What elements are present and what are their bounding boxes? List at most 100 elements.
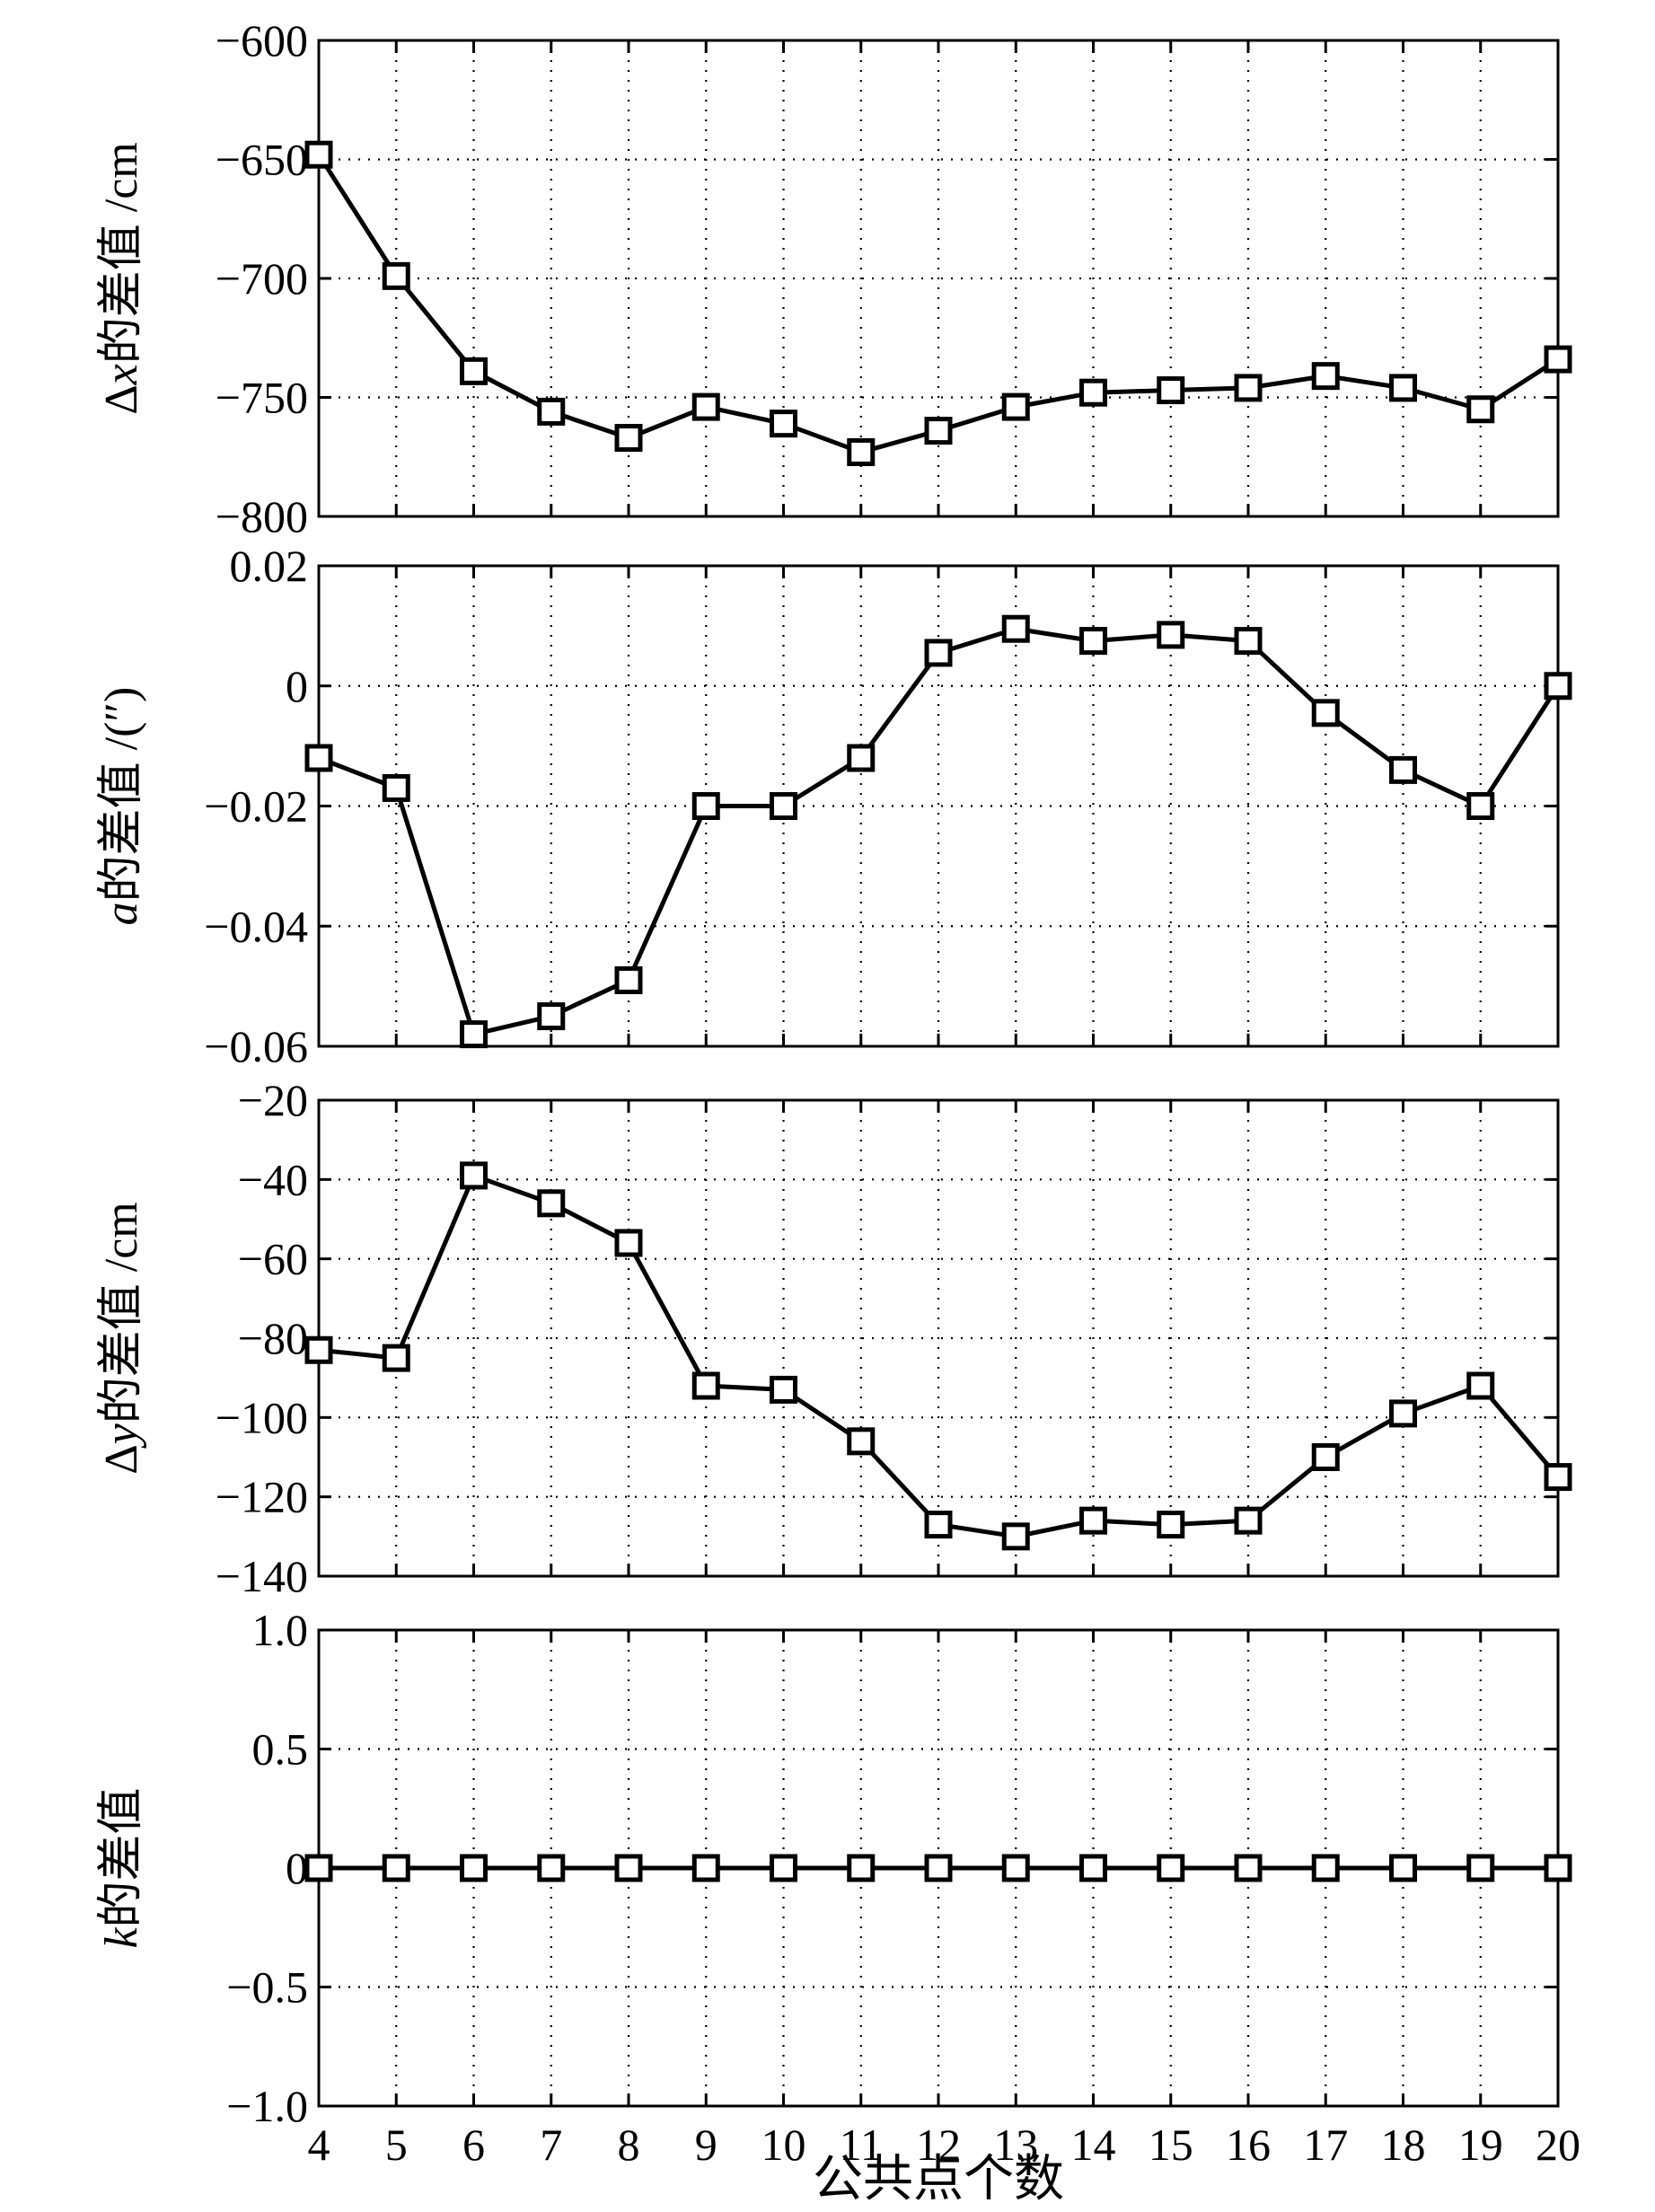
data-point-marker bbox=[460, 357, 488, 385]
data-point-marker bbox=[537, 1189, 566, 1218]
y-tick-label: −0.04 bbox=[204, 901, 308, 951]
y-tick-label: −140 bbox=[216, 1551, 308, 1601]
x-tick-label: 16 bbox=[1226, 2119, 1271, 2170]
data-point-marker bbox=[691, 1854, 720, 1882]
x-tick-label: 6 bbox=[462, 2119, 485, 2170]
data-point-marker bbox=[614, 1854, 643, 1882]
y-tick-label: −0.06 bbox=[204, 1021, 308, 1071]
y-tick-label: −20 bbox=[238, 1075, 308, 1125]
data-point-marker bbox=[1234, 374, 1263, 402]
data-point-marker bbox=[460, 1161, 488, 1190]
data-point-marker bbox=[1311, 1854, 1340, 1882]
x-tick-label: 9 bbox=[695, 2119, 717, 2170]
data-point-marker bbox=[1001, 392, 1030, 421]
data-point-marker bbox=[924, 1854, 953, 1882]
data-point-marker bbox=[1157, 621, 1185, 649]
data-point-marker bbox=[847, 1854, 876, 1882]
y-axis-label: k的差值 bbox=[96, 1787, 147, 1948]
y-tick-label: −120 bbox=[216, 1472, 308, 1522]
data-point-marker bbox=[847, 744, 876, 772]
x-tick-label: 7 bbox=[540, 2119, 562, 2170]
y-tick-label: −650 bbox=[216, 135, 308, 185]
data-point-marker bbox=[304, 744, 333, 772]
data-point-marker bbox=[691, 392, 720, 421]
y-tick-label: 0 bbox=[286, 1843, 308, 1893]
data-point-marker bbox=[847, 1427, 876, 1456]
y-tick-label: −0.5 bbox=[226, 1962, 308, 2013]
data-point-marker bbox=[1234, 1854, 1263, 1882]
x-tick-label: 18 bbox=[1381, 2119, 1426, 2170]
data-point-marker bbox=[614, 1229, 643, 1257]
data-point-marker bbox=[304, 1335, 333, 1364]
data-point-marker bbox=[770, 1854, 797, 1882]
x-tick-label: 10 bbox=[761, 2119, 806, 2170]
panel-2: 0.02 0 −0.02 −0.04 −0.06 a的差值 /(″) bbox=[96, 541, 1572, 1071]
grid bbox=[319, 1100, 1558, 1576]
x-tick-label: 14 bbox=[1071, 2119, 1116, 2170]
y-tick-label: −600 bbox=[216, 15, 308, 66]
y-tick-label: −100 bbox=[216, 1392, 308, 1442]
data-point-marker bbox=[1466, 1371, 1495, 1400]
data-point-marker bbox=[924, 1511, 953, 1539]
y-tick-label: 0 bbox=[286, 661, 308, 711]
data-point-marker bbox=[382, 261, 410, 290]
y-tick-label: −700 bbox=[216, 253, 308, 304]
data-point-marker bbox=[1544, 1463, 1572, 1492]
data-point-marker bbox=[1234, 1506, 1263, 1535]
data-point-marker bbox=[770, 410, 797, 438]
x-tick-label: 19 bbox=[1458, 2119, 1503, 2170]
x-tick-label: 5 bbox=[385, 2119, 408, 2170]
y-tick-label: −750 bbox=[216, 373, 308, 423]
data-point-marker bbox=[1001, 614, 1030, 643]
data-point-marker bbox=[924, 417, 953, 445]
y-tick-label: −0.02 bbox=[204, 781, 308, 832]
x-tick-label: 15 bbox=[1149, 2119, 1193, 2170]
y-tick-label: −40 bbox=[238, 1154, 308, 1204]
data-point-marker bbox=[382, 773, 410, 802]
data-point-marker bbox=[1389, 1399, 1417, 1428]
x-tick-label: 13 bbox=[993, 2119, 1038, 2170]
data-point-marker bbox=[1544, 1854, 1572, 1882]
data-point-marker bbox=[382, 1854, 410, 1882]
y-tick-label: −800 bbox=[216, 491, 308, 542]
panel-3: −20 −40 −60 −80 −100 −120 −140 Δy的差值 /cm bbox=[96, 1075, 1572, 1601]
data-point-marker bbox=[537, 1854, 566, 1882]
data-point-marker bbox=[1079, 378, 1107, 407]
data-point-marker bbox=[537, 1002, 566, 1031]
data-point-marker bbox=[1466, 792, 1495, 820]
y-tick-label: 0.02 bbox=[230, 541, 309, 591]
data-point-marker bbox=[460, 1020, 488, 1049]
data-point-marker bbox=[847, 437, 876, 466]
y-tick-label: −1.0 bbox=[226, 2081, 308, 2131]
x-tick-label: 12 bbox=[916, 2119, 961, 2170]
data-point-marker bbox=[460, 1854, 488, 1882]
data-point-marker bbox=[1079, 1506, 1107, 1535]
x-tick-label: 17 bbox=[1303, 2119, 1348, 2170]
y-tick-label: −60 bbox=[238, 1234, 308, 1284]
data-point-marker bbox=[1389, 1854, 1417, 1882]
data-point-marker bbox=[691, 1371, 720, 1400]
data-point-marker bbox=[614, 965, 643, 994]
data-point-marker bbox=[304, 1854, 333, 1882]
data-point-marker bbox=[691, 792, 720, 820]
data-point-marker bbox=[382, 1344, 410, 1372]
data-point-marker bbox=[1544, 345, 1572, 374]
data-point-marker bbox=[1001, 1854, 1030, 1882]
y-axis-label: Δx的差值 /cm bbox=[96, 142, 147, 415]
data-point-marker bbox=[1389, 755, 1417, 784]
y-axis-label: a的差值 /(″) bbox=[96, 687, 147, 926]
data-point-marker bbox=[1157, 376, 1185, 405]
data-point-marker bbox=[1079, 1854, 1107, 1882]
data-point-marker bbox=[1466, 1854, 1495, 1882]
data-point-marker bbox=[1311, 1443, 1340, 1471]
grid bbox=[319, 40, 1558, 516]
data-point-marker bbox=[614, 424, 643, 453]
y-axis-label: Δy的差值 /cm bbox=[96, 1202, 147, 1475]
data-point-marker bbox=[1544, 672, 1572, 701]
y-tick-label: −80 bbox=[238, 1313, 308, 1363]
x-tick-label: 20 bbox=[1536, 2119, 1580, 2170]
data-point-marker bbox=[770, 792, 797, 820]
